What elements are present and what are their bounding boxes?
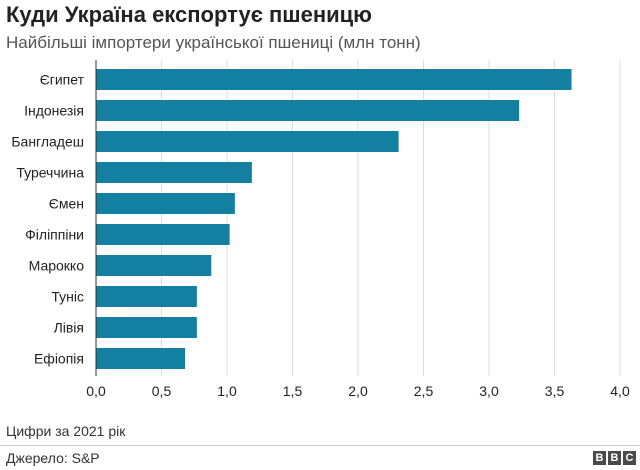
x-tick-label: 2,5 (414, 383, 434, 399)
category-label: Бангладеш (11, 134, 84, 150)
bar (96, 193, 235, 214)
category-label: Індонезія (24, 103, 84, 119)
bar (96, 286, 197, 307)
bbc-logo: B B C (593, 451, 636, 465)
category-label: Лівія (54, 320, 84, 336)
bar (96, 131, 399, 152)
bbc-logo-letter: B (608, 451, 621, 465)
bar (96, 255, 212, 276)
data-year-note: Цифри за 2021 рік (6, 423, 126, 439)
bbc-logo-letter: C (623, 451, 636, 465)
category-label: Філіппіни (25, 227, 84, 243)
bbc-logo-letter: B (593, 451, 606, 465)
bar (96, 317, 197, 338)
x-tick-label: 2,0 (348, 383, 368, 399)
x-tick-label: 1,5 (283, 383, 303, 399)
x-tick-label: 3,5 (545, 383, 565, 399)
bar (96, 224, 230, 245)
x-tick-label: 0,0 (86, 383, 106, 399)
x-tick-label: 1,0 (217, 383, 237, 399)
footer-divider (0, 445, 640, 446)
category-label: Ефіопія (34, 351, 84, 367)
chart-title: Куди Україна експортує пшеницю (6, 2, 372, 27)
category-label: Ємен (49, 196, 84, 212)
bar (96, 69, 572, 90)
bar-chart: 0,0 0,5 1,0 1,5 2,0 2,5 3,0 3,5 4,0 Єгипет Індонез… (11, 60, 630, 399)
bar (96, 162, 252, 183)
bar (96, 100, 520, 121)
category-label: Туреччина (16, 165, 84, 181)
bar (96, 348, 186, 369)
source-credit: Джерело: S&P (6, 450, 100, 466)
category-label: Єгипет (40, 72, 85, 88)
category-label: Марокко (29, 258, 85, 274)
x-tick-label: 3,0 (479, 383, 499, 399)
chart-subtitle: Найбільші імпортери української пшениці … (6, 33, 421, 52)
x-tick-label: 4,0 (610, 383, 630, 399)
category-label: Туніс (51, 289, 84, 305)
x-tick-label: 0,5 (152, 383, 172, 399)
